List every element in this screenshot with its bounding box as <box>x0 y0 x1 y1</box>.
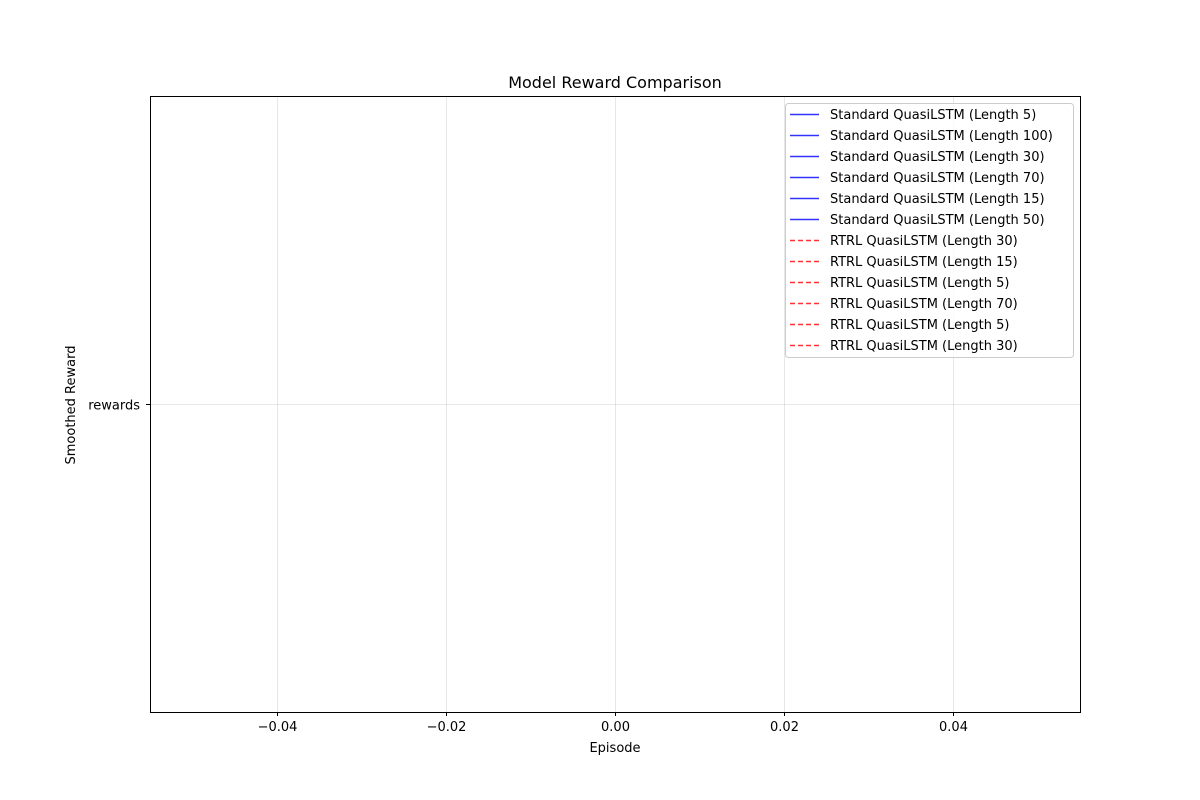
legend-entry: Standard QuasiLSTM (Length 70) <box>790 171 1045 186</box>
y-axis-label: Smoothed Reward <box>64 346 79 465</box>
legend-label: RTRL QuasiLSTM (Length 5) <box>830 318 1009 333</box>
x-tick-label: 0.02 <box>770 720 799 735</box>
legend-label: Standard QuasiLSTM (Length 70) <box>830 171 1045 186</box>
x-tick-label: 0.00 <box>601 720 630 735</box>
legend-label: RTRL QuasiLSTM (Length 15) <box>830 255 1018 270</box>
legend-entry: Standard QuasiLSTM (Length 100) <box>790 129 1053 144</box>
legend-label: Standard QuasiLSTM (Length 50) <box>830 213 1045 228</box>
legend-items: Standard QuasiLSTM (Length 5) Standard Qu… <box>790 108 1053 354</box>
legend-entry: Standard QuasiLSTM (Length 5) <box>790 108 1036 123</box>
y-axis-ticks: rewards <box>88 399 150 414</box>
legend-entry: Standard QuasiLSTM (Length 30) <box>790 150 1045 165</box>
legend-entry: RTRL QuasiLSTM (Length 5) <box>790 318 1009 333</box>
x-tick-label: 0.04 <box>939 720 968 735</box>
legend-label: Standard QuasiLSTM (Length 100) <box>830 129 1053 144</box>
legend-entry: RTRL QuasiLSTM (Length 30) <box>790 339 1018 354</box>
chart-title: Model Reward Comparison <box>508 73 722 92</box>
y-tick-label: rewards <box>88 399 140 414</box>
legend-label: Standard QuasiLSTM (Length 15) <box>830 192 1045 207</box>
legend-entry: Standard QuasiLSTM (Length 50) <box>790 213 1045 228</box>
legend-label: RTRL QuasiLSTM (Length 70) <box>830 297 1018 312</box>
x-axis-label: Episode <box>589 741 640 756</box>
legend-entry: Standard QuasiLSTM (Length 15) <box>790 192 1045 207</box>
legend-label: Standard QuasiLSTM (Length 5) <box>830 108 1036 123</box>
legend-entry: RTRL QuasiLSTM (Length 15) <box>790 255 1018 270</box>
legend-frame <box>785 103 1074 358</box>
legend-label: RTRL QuasiLSTM (Length 5) <box>830 276 1009 291</box>
legend: Standard QuasiLSTM (Length 5) Standard Qu… <box>785 103 1074 358</box>
legend-entry: RTRL QuasiLSTM (Length 30) <box>790 234 1018 249</box>
legend-label: Standard QuasiLSTM (Length 30) <box>830 150 1045 165</box>
grid-lines <box>150 96 1080 712</box>
legend-entry: RTRL QuasiLSTM (Length 5) <box>790 276 1009 291</box>
x-tick-label: −0.04 <box>258 720 298 735</box>
legend-label: RTRL QuasiLSTM (Length 30) <box>830 234 1018 249</box>
legend-label: RTRL QuasiLSTM (Length 30) <box>830 339 1018 354</box>
legend-entry: RTRL QuasiLSTM (Length 70) <box>790 297 1018 312</box>
x-tick-label: −0.02 <box>427 720 467 735</box>
x-axis-ticks: −0.04 −0.02 0.00 0.02 0.04 <box>258 712 968 735</box>
